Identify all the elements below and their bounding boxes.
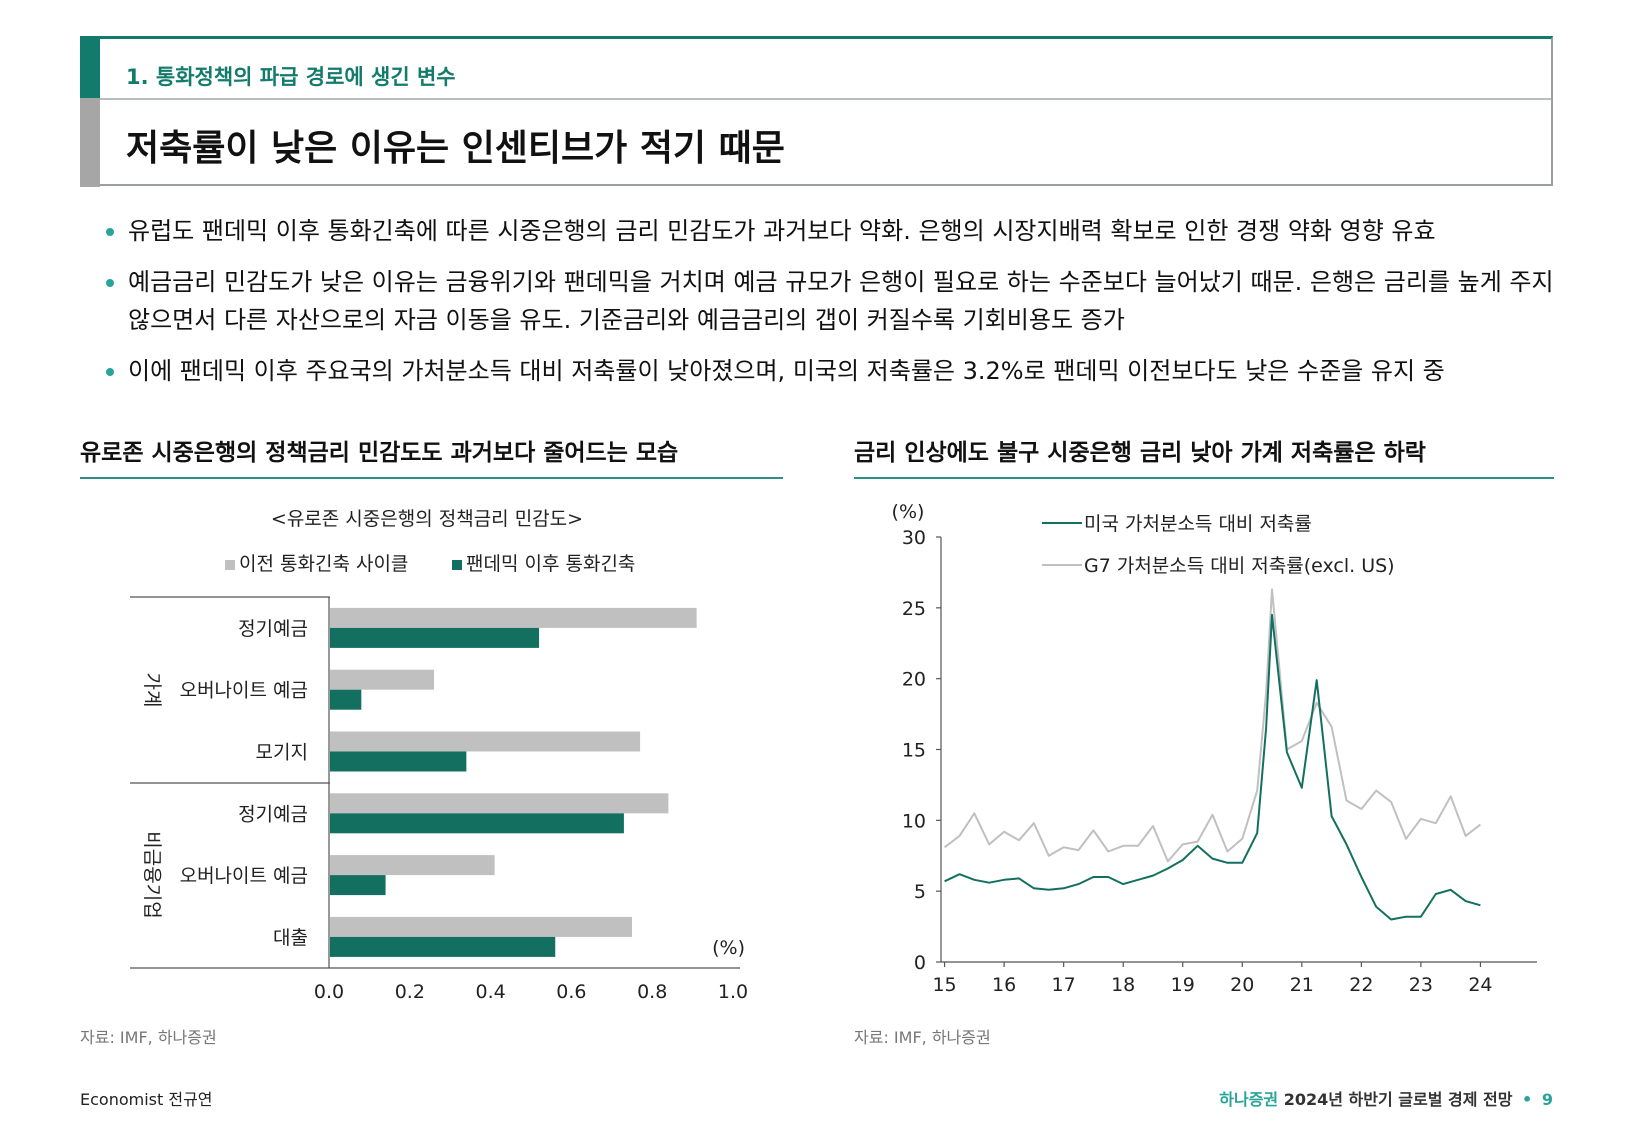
x-tick-label: 0.6 (556, 981, 586, 1003)
legend-swatch-previous (225, 560, 235, 570)
category-label: 모기지 (256, 742, 308, 764)
bar-pandemic (330, 689, 362, 710)
legend-label-pandemic: 팬데믹 이후 통화긴축 (466, 553, 635, 575)
header-box: 1. 통화정책의 파급 경로에 생긴 변수 저축률이 낮은 이유는 인센티브가 … (80, 36, 1553, 187)
bar-pandemic (330, 875, 386, 896)
legend-label-previous: 이전 통화긴축 사이클 (239, 553, 408, 575)
bar-previous (330, 855, 495, 876)
legend-swatch-pandemic (452, 560, 462, 570)
legend-label-g7: G7 가처분소득 대비 저축률(excl. US) (1084, 555, 1395, 577)
footer-separator: • (1522, 1090, 1533, 1109)
series-line-g7 (943, 588, 1482, 863)
x-tick-label: 20 (1230, 974, 1254, 996)
header-divider (100, 98, 1551, 100)
header-accent-teal (80, 36, 100, 98)
right-panel-rule (854, 477, 1554, 479)
group-label-nonfinancial: 비금융기업 (141, 831, 163, 918)
x-tick-label: 15 (932, 974, 956, 996)
bullet-item: 유럽도 팬데믹 이후 통화긴축에 따른 시중은행의 금리 민감도가 과거보다 약… (106, 212, 1566, 250)
right-panel-title: 금리 인상에도 불구 시중은행 금리 낮아 가계 저축률은 하락 (854, 440, 1426, 466)
category-label: 오버나이트 예금 (180, 680, 308, 702)
x-tick-label: 0.4 (475, 981, 505, 1003)
left-panel-rule (80, 477, 783, 479)
bar-chart-title: <유로존 시중은행의 정책금리 민감도> (271, 508, 583, 530)
series-line-us (944, 613, 1481, 921)
x-tick-label: 16 (992, 974, 1016, 996)
category-label: 대출 (273, 927, 308, 949)
bar-chart-unit: (%) (712, 937, 745, 959)
x-tick-label: 0.2 (395, 981, 425, 1003)
group-label-household: 가계 (141, 673, 163, 708)
y-tick-label: 15 (902, 740, 926, 762)
y-tick-label: 5 (914, 881, 926, 903)
bullet-item: 예금금리 민감도가 낮은 이유는 금융위기와 팬데믹을 거치며 예금 규모가 은… (106, 263, 1566, 339)
line-chart: (%) 미국 가처분소득 대비 저축률 G7 가처분소득 대비 저축률(excl… (892, 501, 1537, 996)
category-label: 오버나이트 예금 (180, 865, 308, 887)
y-tick-label: 20 (902, 669, 926, 691)
x-tick-label: 23 (1409, 974, 1433, 996)
category-label: 정기예금 (238, 803, 308, 825)
y-tick-label: 25 (902, 598, 926, 620)
bar-previous (330, 731, 641, 752)
bar-pandemic (330, 813, 624, 834)
page-title: 저축률이 낮은 이유는 인센티브가 적기 때문 (126, 128, 785, 169)
bar-pandemic (330, 627, 540, 648)
y-tick-label: 10 (902, 810, 926, 832)
section-subtitle: 1. 통화정책의 파급 경로에 생긴 변수 (126, 65, 456, 89)
bar-chart: <유로존 시중은행의 정책금리 민감도> 이전 통화긴축 사이클 팬데믹 이후 … (130, 508, 748, 1003)
bar-pandemic (330, 936, 556, 957)
bullet-item: 이에 팬데믹 이후 주요국의 가처분소득 대비 저축률이 낮아졌으며, 미국의 … (106, 352, 1566, 390)
bar-previous (330, 607, 697, 628)
x-tick-label: 18 (1111, 974, 1135, 996)
x-tick-label: 1.0 (718, 981, 748, 1003)
x-tick-label: 0.0 (314, 981, 344, 1003)
category-label: 정기예금 (238, 618, 308, 640)
x-tick-label: 17 (1052, 974, 1076, 996)
bullet-list: 유럽도 팬데믹 이후 통화긴축에 따른 시중은행의 금리 민감도가 과거보다 약… (106, 212, 1566, 403)
bar-previous (330, 793, 669, 814)
x-tick-label: 19 (1171, 974, 1195, 996)
x-tick-label: 0.8 (637, 981, 667, 1003)
page-number: 9 (1541, 1090, 1553, 1109)
footer-report-title: 2024년 하반기 글로벌 경제 전망 (1283, 1090, 1513, 1109)
bar-pandemic (330, 751, 467, 772)
bar-previous (330, 669, 435, 690)
x-tick-label: 21 (1290, 974, 1314, 996)
legend-label-us: 미국 가처분소득 대비 저축률 (1084, 513, 1312, 535)
line-chart-ylabel: (%) (892, 501, 925, 523)
y-tick-label: 30 (902, 527, 926, 549)
right-panel-source: 자료: IMF, 하나증권 (854, 1028, 991, 1047)
bar-previous (330, 916, 632, 937)
y-tick-label: 0 (914, 952, 926, 974)
footer-brand: 하나증권 (1219, 1090, 1279, 1109)
footer-author: Economist 전규연 (80, 1090, 213, 1109)
header-accent-gray (80, 98, 100, 187)
footer-doc-title: 하나증권 2024년 하반기 글로벌 경제 전망 • 9 (1219, 1086, 1553, 1110)
x-tick-label: 22 (1349, 974, 1373, 996)
left-panel-source: 자료: IMF, 하나증권 (80, 1028, 217, 1047)
left-panel-title: 유로존 시중은행의 정책금리 민감도도 과거보다 줄어드는 모습 (80, 440, 679, 466)
x-tick-label: 24 (1468, 974, 1492, 996)
